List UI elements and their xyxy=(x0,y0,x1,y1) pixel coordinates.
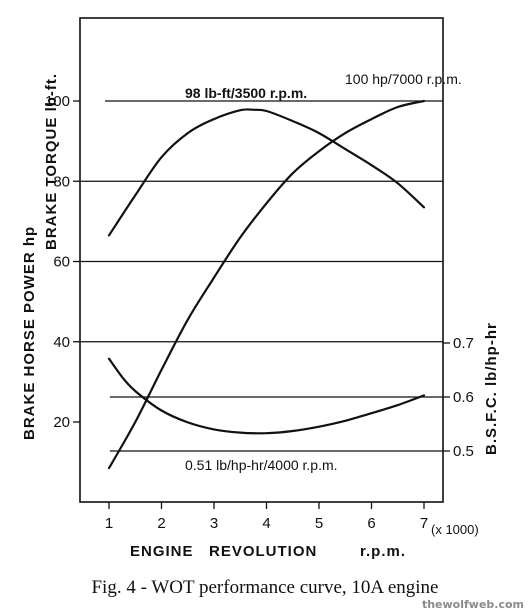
curves xyxy=(107,99,426,470)
axis-ticks: 1 2 3 4 5 6 7 20 40 60 80 100 0.5 0.6 0.7 xyxy=(45,93,474,532)
grid-lines xyxy=(80,100,443,452)
x-tick-label: 5 xyxy=(315,515,323,532)
x-axis-unit: r.p.m. xyxy=(360,543,406,560)
x-tick-label: 6 xyxy=(367,515,375,532)
y-axis-label-power: BRAKE HORSE POWER hp xyxy=(21,226,38,440)
power-curve xyxy=(107,99,426,470)
y-left-tick-label: 100 xyxy=(45,93,70,110)
bsfc-curve xyxy=(107,357,426,435)
x-axis-multiplier: (x 1000) xyxy=(431,522,479,537)
y-right-tick-label: 0.7 xyxy=(453,335,474,352)
plot-frame xyxy=(79,17,444,503)
torque-curve xyxy=(107,108,426,237)
y-right-tick-label: 0.5 xyxy=(453,443,474,460)
x-tick-label: 3 xyxy=(210,515,218,532)
x-tick-label: 2 xyxy=(157,515,165,532)
x-axis-label: ENGINE REVOLUTION xyxy=(130,543,317,560)
annotation-min-bsfc: 0.51 lb/hp-hr/4000 r.p.m. xyxy=(185,457,338,473)
annotation-peak-power: 100 hp/7000 r.p.m. xyxy=(345,71,462,87)
x-tick-label: 7 xyxy=(420,515,428,532)
y-axis-label-torque: BRAKE TORQUE lb-ft. xyxy=(43,73,60,250)
y-right-tick-label: 0.6 xyxy=(453,389,474,406)
y-left-tick-label: 20 xyxy=(53,414,70,431)
y-left-tick-label: 60 xyxy=(53,254,70,271)
y-left-tick-label: 80 xyxy=(53,173,70,190)
x-tick-label: 4 xyxy=(262,515,270,532)
figure-caption: Fig. 4 - WOT performance curve, 10A engi… xyxy=(91,577,439,598)
y-axis-label-bsfc: B.S.F.C. lb/hp-hr xyxy=(483,322,500,455)
x-tick-label: 1 xyxy=(105,515,113,532)
y-left-tick-label: 40 xyxy=(53,334,70,351)
annotation-peak-torque: 98 lb-ft/3500 r.p.m. xyxy=(185,85,307,101)
performance-chart: 1 2 3 4 5 6 7 20 40 60 80 100 0.5 0.6 0.7 98 lb-ft/350… xyxy=(21,17,500,560)
watermark: thewolfweb.com xyxy=(421,598,524,611)
